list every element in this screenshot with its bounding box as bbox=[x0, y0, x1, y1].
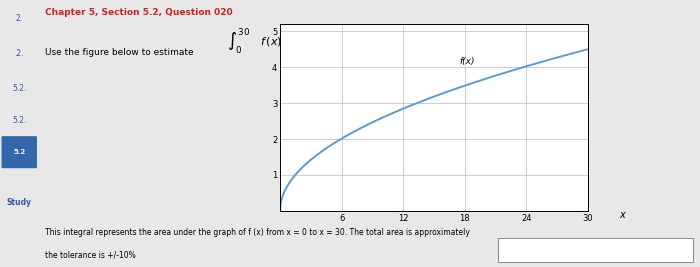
Text: f(x): f(x) bbox=[460, 57, 475, 66]
Text: 5.2.: 5.2. bbox=[12, 84, 27, 93]
FancyBboxPatch shape bbox=[498, 238, 694, 262]
Text: $\int_0^{30}$: $\int_0^{30}$ bbox=[227, 27, 251, 56]
Text: Chapter 5, Section 5.2, Question 020: Chapter 5, Section 5.2, Question 020 bbox=[45, 8, 232, 17]
Text: $x$: $x$ bbox=[619, 210, 626, 220]
Text: Study: Study bbox=[7, 198, 31, 207]
Text: 2.: 2. bbox=[15, 14, 23, 23]
Text: $f\,(x)\,dx.$: $f\,(x)\,dx.$ bbox=[260, 35, 301, 48]
Text: 5.2: 5.2 bbox=[13, 149, 25, 155]
Text: the tolerance is +/-10%: the tolerance is +/-10% bbox=[45, 251, 136, 260]
Text: .2.: .2. bbox=[15, 49, 24, 58]
Text: This integral represents the area under the graph of f (x) from x = 0 to x = 30.: This integral represents the area under … bbox=[45, 228, 470, 237]
Text: Use the figure below to estimate: Use the figure below to estimate bbox=[45, 48, 194, 57]
Text: 5.2.: 5.2. bbox=[12, 116, 27, 125]
FancyBboxPatch shape bbox=[1, 136, 37, 168]
